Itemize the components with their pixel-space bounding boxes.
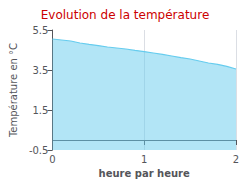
svg-text:0: 0 [49,154,55,165]
svg-text:-0.5: -0.5 [29,145,49,156]
svg-text:Evolution de la température: Evolution de la température [41,8,210,22]
svg-text:2: 2 [233,154,239,165]
svg-text:1: 1 [141,154,147,165]
svg-text:1.5: 1.5 [33,105,49,116]
svg-text:Température en °C: Température en °C [8,43,19,138]
svg-text:5.5: 5.5 [33,25,49,36]
svg-text:3.5: 3.5 [33,65,49,76]
svg-text:heure par heure: heure par heure [99,168,190,179]
